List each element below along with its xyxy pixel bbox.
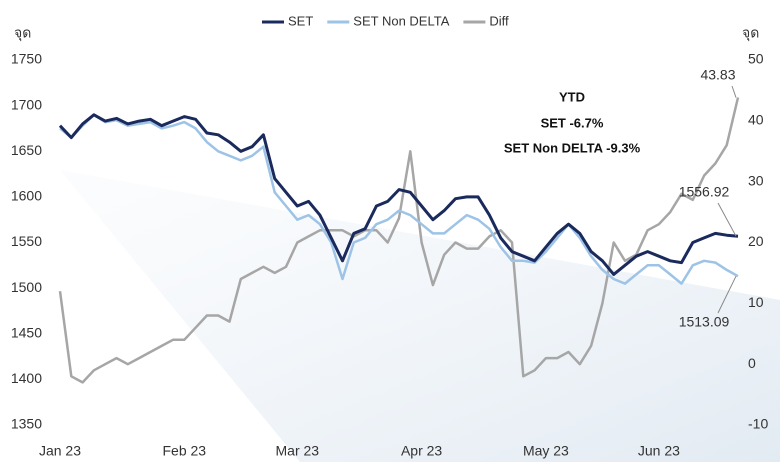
y-tick-label: 1350 [11,416,42,432]
background-band [60,170,780,462]
y2-tick-label: 10 [748,294,764,310]
annotation: SET -6.7% [541,115,604,130]
y2-tick-label: 40 [748,112,764,128]
x-tick-label: Jan 23 [39,443,81,459]
legend: SET SET Non DELTA Diff [262,13,509,28]
leader-line [717,202,737,237]
x-tick-label: Apr 23 [401,443,442,459]
x-tick-label: May 23 [523,443,569,459]
leader-line [717,275,737,314]
y-tick-label: 1450 [11,324,42,340]
x-tick-label: Jun 23 [638,443,680,459]
y2-tick-label: 0 [748,355,756,371]
data-label: 43.83 [700,67,735,83]
annotation: SET Non DELTA -9.3% [504,140,641,155]
y-unit: จุด [14,25,31,42]
legend-label: SET [288,13,313,28]
line-series [58,97,740,384]
y-tick-label: 1750 [11,51,42,67]
y-tick-label: 1500 [11,279,42,295]
y2-tick-label: -10 [748,416,768,432]
annotation: YTD [559,89,585,104]
x-tick-label: Mar 23 [276,443,320,459]
y2-tick-label: 30 [748,172,764,188]
data-label: 1556.92 [679,184,730,200]
y2-unit: จุด [742,25,759,42]
x-tick-label: Feb 23 [163,443,207,459]
y-tick-label: 1400 [11,370,42,386]
y-tick-label: 1700 [11,96,42,112]
legend-label: Diff [489,13,509,28]
line-series [58,113,739,276]
leader-line [731,85,737,98]
line-series [59,113,739,285]
y2-tick-label: 50 [748,51,764,67]
y-tick-label: 1600 [11,188,42,204]
y2-tick-label: 20 [748,233,764,249]
data-label: 1513.09 [679,314,730,330]
y-tick-label: 1650 [11,142,42,158]
y-tick-label: 1550 [11,233,42,249]
legend-label: SET Non DELTA [353,13,449,28]
